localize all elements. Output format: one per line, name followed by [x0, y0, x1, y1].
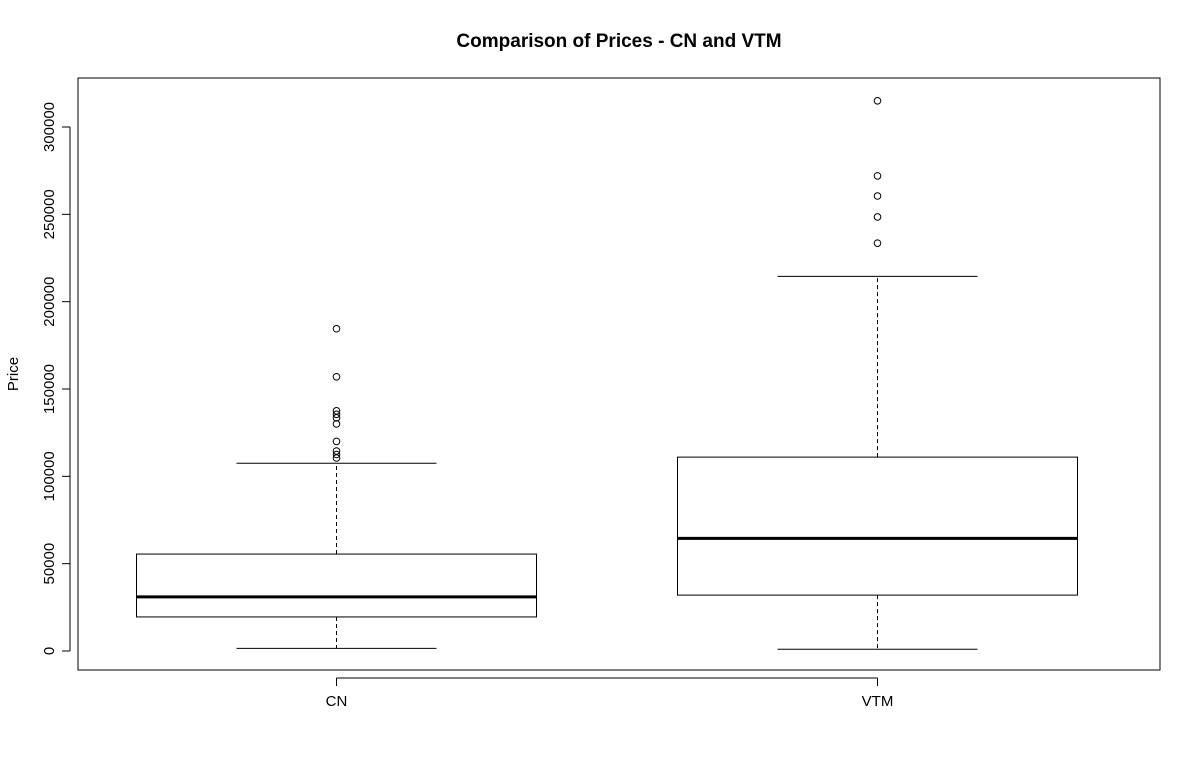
y-tick-label: 300000: [41, 102, 58, 152]
y-tick-label: 0: [41, 647, 58, 655]
x-axis: CN VTM: [326, 677, 894, 710]
y-tick-label: 150000: [41, 364, 58, 414]
boxes: [136, 97, 1078, 650]
outlier-point: [873, 213, 882, 221]
outlier-point: [332, 324, 341, 333]
outlier-point: [873, 239, 882, 247]
outlier-point: [332, 407, 341, 415]
iqr-box: [677, 456, 1078, 596]
chart-title: Comparison of Prices - CN and VTM: [456, 31, 781, 52]
y-axis: 0 50000 100000 150000 200000 250000 300000: [41, 102, 71, 655]
plot-frame: [77, 77, 1161, 671]
y-tick-label: 250000: [41, 189, 58, 239]
x-tick-label: CN: [326, 693, 348, 710]
outlier-point: [332, 420, 341, 428]
y-tick-label: 50000: [41, 543, 58, 585]
outlier-point: [332, 410, 341, 419]
y-tick-label: 100000: [41, 451, 58, 501]
outlier-point: [332, 450, 341, 459]
outlier-point: [332, 437, 341, 446]
outlier-point: [332, 447, 341, 455]
outlier-point: [873, 192, 882, 200]
x-tick-label: VTM: [862, 693, 894, 710]
box-vtm: [677, 97, 1078, 650]
outlier-point: [873, 172, 882, 180]
box-cn: [136, 324, 537, 649]
y-axis-label: Price: [5, 357, 22, 391]
outlier-point: [332, 372, 341, 381]
outlier-point: [873, 97, 882, 105]
iqr-box: [136, 553, 537, 618]
y-tick-label: 200000: [41, 277, 58, 327]
